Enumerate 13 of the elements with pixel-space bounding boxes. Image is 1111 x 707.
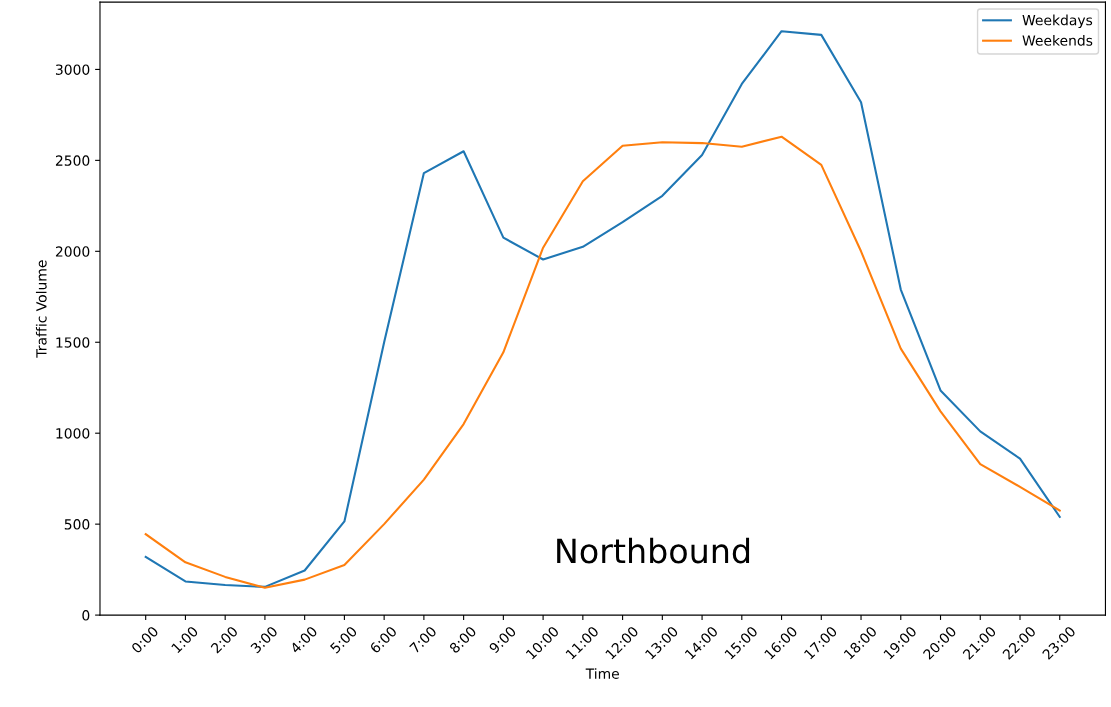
y-tick-label: 1500 <box>56 337 90 348</box>
x-axis-title: Time <box>585 668 619 679</box>
y-tick-label: 0 <box>82 610 90 621</box>
y-tick-label: 2500 <box>55 155 90 166</box>
legend-label: Weekdays <box>1022 14 1093 29</box>
y-tick-label: 3000 <box>55 64 90 75</box>
y-tick-label: 500 <box>64 519 90 530</box>
y-tick-label: 1000 <box>56 428 90 439</box>
y-tick-label: 2000 <box>55 246 90 257</box>
legend-label: Weekends <box>1022 35 1093 46</box>
annotation: Northbound <box>557 537 750 564</box>
y-axis-title: Traffic Volume <box>35 260 47 358</box>
line-series <box>144 135 1061 589</box>
